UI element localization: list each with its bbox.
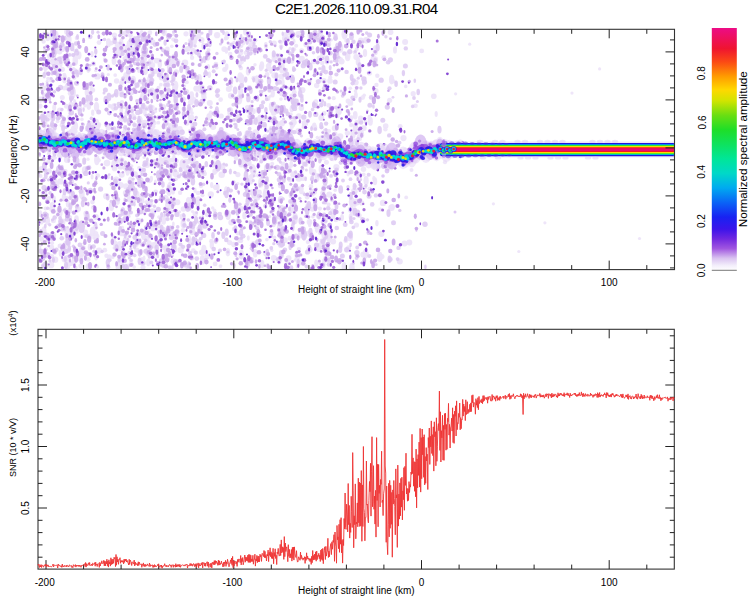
- svg-text:(x104): (x104): [7, 310, 19, 335]
- svg-text:C2E1.2026.110.09.31.R04: C2E1.2026.110.09.31.R04: [275, 0, 438, 17]
- svg-text:0: 0: [419, 277, 425, 288]
- svg-text:0.8: 0.8: [697, 66, 708, 80]
- svg-text:0.5: 0.5: [20, 501, 31, 515]
- svg-text:-40: -40: [20, 236, 31, 251]
- svg-text:40: 40: [20, 46, 31, 58]
- svg-text:-200: -200: [35, 277, 55, 288]
- svg-text:100: 100: [601, 277, 618, 288]
- svg-text:0: 0: [419, 577, 425, 588]
- svg-text:Height of straight line (km): Height of straight line (km): [298, 585, 415, 596]
- svg-text:Height of straight line (km): Height of straight line (km): [298, 284, 415, 295]
- svg-text:Frequency (Hz): Frequency (Hz): [8, 115, 19, 184]
- svg-text:1.0: 1.0: [20, 439, 31, 453]
- svg-text:-200: -200: [35, 577, 55, 588]
- svg-text:-20: -20: [20, 188, 31, 203]
- svg-text:0.2: 0.2: [697, 214, 708, 228]
- svg-text:Normalized spectral amplitude: Normalized spectral amplitude: [736, 71, 749, 227]
- svg-text:0: 0: [20, 145, 31, 151]
- svg-text:100: 100: [601, 577, 618, 588]
- svg-text:0.0: 0.0: [697, 263, 708, 277]
- svg-text:0.6: 0.6: [697, 115, 708, 129]
- svg-text:0.4: 0.4: [697, 164, 708, 178]
- svg-text:20: 20: [20, 94, 31, 106]
- svg-text:-100: -100: [222, 577, 242, 588]
- svg-text:1.5: 1.5: [20, 378, 31, 392]
- svg-text:-100: -100: [222, 277, 242, 288]
- svg-text:SNR (10 * v/V): SNR (10 * v/V): [8, 418, 18, 477]
